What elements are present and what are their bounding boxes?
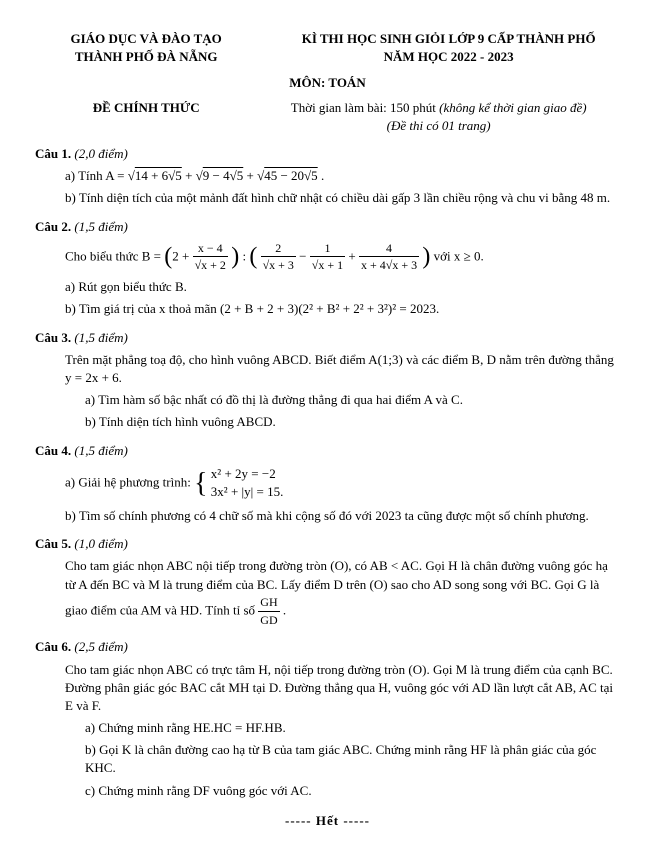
q1-sqrt2: 9 − 4√5: [203, 168, 243, 183]
q6-a: a) Chứng minh rằng HE.HC = HF.HB.: [85, 719, 620, 737]
question-1: Câu 1. (2,0 điểm) a) Tính A = √14 + 6√5 …: [35, 145, 620, 208]
q2-t3d: √x + 1: [310, 257, 345, 274]
q4-sys2: 3x² + |y| = 15.: [211, 483, 284, 501]
q2-t1n: x − 4: [193, 240, 228, 258]
q2-a: a) Rút gọn biểu thức B.: [65, 278, 620, 296]
q2-points: (1,5 điểm): [74, 219, 127, 234]
q3-intro: Trên mặt phẳng toạ độ, cho hình vuông AB…: [65, 351, 620, 387]
header-right: KÌ THI HỌC SINH GIỎI LỚP 9 CẤP THÀNH PHỐ…: [277, 30, 620, 66]
question-2: Câu 2. (1,5 điểm) Cho biểu thức B = (2 +…: [35, 218, 620, 319]
q1-points: (2,0 điểm): [74, 146, 127, 161]
q5-dot: .: [283, 602, 286, 617]
q6-c: c) Chứng minh rằng DF vuông góc với AC.: [85, 782, 620, 800]
exam-year: NĂM HỌC 2022 - 2023: [277, 48, 620, 66]
q5-title: Câu 5.: [35, 536, 71, 551]
q2-t4d: x + 4√x + 3: [359, 257, 419, 274]
official-row: ĐỀ CHÍNH THỨC Thời gian làm bài: 150 phú…: [35, 99, 620, 135]
time-info: Thời gian làm bài: 150 phút (không kể th…: [257, 99, 620, 135]
time-note: (không kể thời gian giao đề): [439, 100, 586, 115]
q2-intro: Cho biểu thức B =: [65, 248, 164, 263]
page-count: (Đề thi có 01 trang): [257, 117, 620, 135]
q3-points: (1,5 điểm): [74, 330, 127, 345]
q5-text1: Cho tam giác nhọn ABC nội tiếp trong đườ…: [65, 558, 608, 617]
org-line1: GIÁO DỤC VÀ ĐÀO TẠO: [35, 30, 257, 48]
subject-line: MÔN: TOÁN: [35, 74, 620, 92]
q2-title: Câu 2.: [35, 219, 71, 234]
q2-b: b) Tìm giá trị của x thoả mãn (2 + B + 2…: [65, 300, 620, 318]
q2-t3n: 1: [310, 240, 345, 258]
q2-expr: Cho biểu thức B = (2 + x − 4√x + 2 ) : (…: [65, 240, 620, 275]
q4-title: Câu 4.: [35, 443, 71, 458]
q1-sqrt3: 45 − 20√5: [264, 168, 317, 183]
q3-b: b) Tính diện tích hình vuông ABCD.: [85, 413, 620, 431]
header: GIÁO DỤC VÀ ĐÀO TẠO THÀNH PHỐ ĐÀ NẴNG KÌ…: [35, 30, 620, 66]
exam-title: KÌ THI HỌC SINH GIỎI LỚP 9 CẤP THÀNH PHỐ: [277, 30, 620, 48]
header-left: GIÁO DỤC VÀ ĐÀO TẠO THÀNH PHỐ ĐÀ NẴNG: [35, 30, 257, 66]
q4-points: (1,5 điểm): [74, 443, 127, 458]
q2-t4n: 4: [359, 240, 419, 258]
q5-fn: GH: [258, 594, 279, 612]
q1-title: Câu 1.: [35, 146, 71, 161]
q6-b: b) Gọi K là chân đường cao hạ từ B của t…: [85, 741, 620, 777]
q3-title: Câu 3.: [35, 330, 71, 345]
q4-b: b) Tìm số chính phương có 4 chữ số mà kh…: [65, 507, 620, 525]
q2-t1d: √x + 2: [193, 257, 228, 274]
q3-a: a) Tìm hàm số bậc nhất có đồ thị là đườn…: [85, 391, 620, 409]
q4-sys1: x² + 2y = −2: [211, 465, 284, 483]
question-5: Câu 5. (1,0 điểm) Cho tam giác nhọn ABC …: [35, 535, 620, 628]
q5-text: Cho tam giác nhọn ABC nội tiếp trong đườ…: [65, 557, 620, 628]
q4-a-label: a) Giải hệ phương trình:: [65, 474, 194, 489]
org-line2: THÀNH PHỐ ĐÀ NẴNG: [35, 48, 257, 66]
q1-a-prefix: a) Tính A =: [65, 168, 128, 183]
time-prefix: Thời gian làm bài: 150 phút: [291, 100, 439, 115]
q6-points: (2,5 điểm): [74, 639, 127, 654]
q4-a: a) Giải hệ phương trình: { x² + 2y = −2 …: [65, 464, 620, 503]
q2-t2n: 2: [261, 240, 296, 258]
question-6: Câu 6. (2,5 điểm) Cho tam giác nhọn ABC …: [35, 638, 620, 800]
question-4: Câu 4. (1,5 điểm) a) Giải hệ phương trìn…: [35, 442, 620, 526]
q2-t2d: √x + 3: [261, 257, 296, 274]
q1-sqrt1: 14 + 6√5: [135, 168, 182, 183]
official-label: ĐỀ CHÍNH THỨC: [35, 99, 257, 135]
footer-end: ----- Hết -----: [35, 812, 620, 830]
question-3: Câu 3. (1,5 điểm) Trên mặt phẳng toạ độ,…: [35, 329, 620, 432]
q5-points: (1,0 điểm): [74, 536, 127, 551]
q1-a: a) Tính A = √14 + 6√5 + √9 − 4√5 + √45 −…: [65, 167, 620, 185]
q6-title: Câu 6.: [35, 639, 71, 654]
q1-b: b) Tính diện tích của một mảnh đất hình …: [65, 189, 620, 207]
q2-cond: với x ≥ 0.: [434, 248, 484, 263]
q5-fd: GD: [258, 612, 279, 629]
q6-text: Cho tam giác nhọn ABC có trực tâm H, nội…: [65, 661, 620, 716]
